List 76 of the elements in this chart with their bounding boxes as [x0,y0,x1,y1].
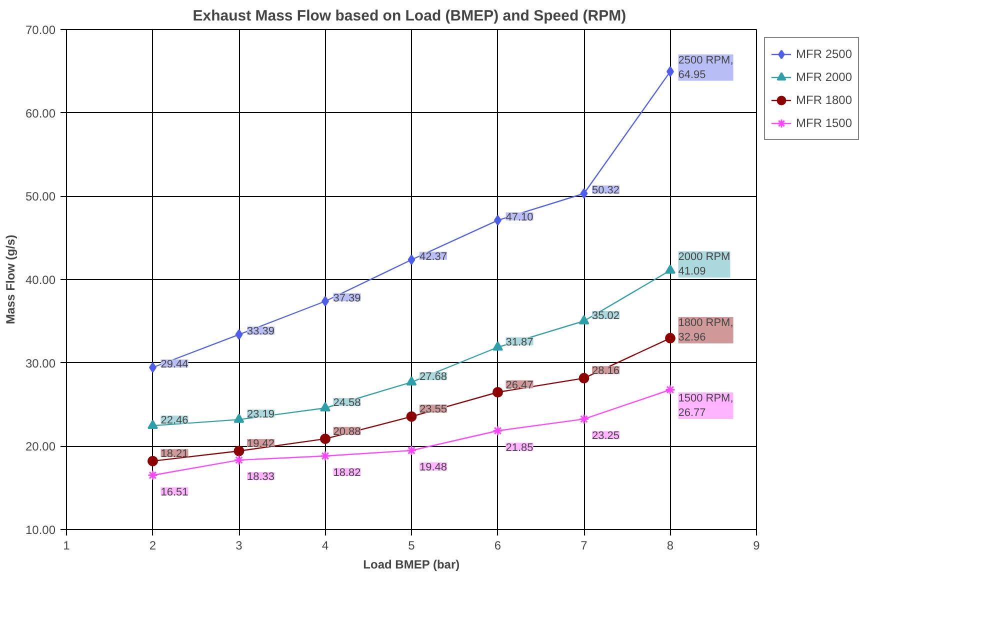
point [578,414,590,424]
data-label: 18.82 [333,467,361,479]
data-label: 31.87 [506,336,534,348]
point [320,434,330,444]
point [234,446,244,456]
data-label: 50.32 [592,184,620,196]
point [320,450,330,462]
data-label: 35.02 [592,310,620,322]
data-label: 22.46 [160,414,188,427]
point [148,420,158,430]
point [320,402,330,412]
point [406,376,417,386]
data-label: 1500 RPM, 26.77 [678,392,734,419]
data-label: 18.33 [247,471,275,484]
x-tick-label: 3 [236,538,243,552]
x-axis-title: Load BMEP (bar) [363,558,460,572]
data-label: 29.44 [160,358,188,370]
x-tick-label: 5 [408,538,416,552]
data-label: 47.10 [506,211,534,224]
y-tick-label: 10.00 [25,523,56,537]
point [234,414,244,423]
data-label: 23.25 [592,430,620,442]
data-label: 28.16 [592,365,620,378]
data-label: 37.39 [333,292,361,304]
legend-label: MFR 1800 [796,93,852,107]
point [406,411,417,422]
y-tick-label: 20.00 [25,440,56,454]
data-label: 2000 RPM 41.09 [678,251,730,278]
point [578,372,590,384]
y-axis-title: Mass Flow (g/s) [3,234,18,324]
data-label: 2500 RPM, 64.95 [678,54,734,81]
data-label: 18.21 [160,448,188,460]
y-tick-label: 50.00 [25,190,56,204]
point [492,387,503,398]
point [492,426,503,436]
data-label: 26.47 [506,379,534,392]
point [665,264,676,274]
data-label: 23.19 [247,408,275,421]
y-tick-label: 60.00 [25,106,56,120]
data-label: 16.51 [160,486,188,498]
y-tick-label: 30.00 [25,356,56,370]
data-label: 19.42 [247,438,275,450]
data-label: 33.39 [247,326,275,338]
x-tick-label: 4 [322,538,329,552]
point [322,296,329,306]
data-label: 42.37 [420,250,448,263]
point [580,188,588,199]
y-tick-label: 40.00 [25,273,56,287]
data-label: 1800 RPM, 32.96 [678,316,734,344]
x-tick-label: 8 [666,538,674,552]
x-tick-label: 9 [753,538,760,552]
chart-title: Exhaust Mass Flow based on Load (BMEP) and Speed (RPM) [192,8,626,24]
data-label: 24.58 [333,397,361,409]
data-label: 27.68 [420,371,448,384]
point [408,254,416,265]
y-tick-label: 70.00 [25,23,56,37]
x-tick-label: 1 [63,538,70,552]
data-label: 19.48 [420,462,448,474]
point [235,329,243,340]
point [578,315,590,324]
x-tick-label: 6 [494,538,502,552]
legend-label: MFR 2500 [796,47,852,61]
x-tick-label: 7 [580,538,588,552]
point [234,454,244,466]
point [148,470,158,480]
point [665,332,676,344]
point [148,456,158,466]
point [492,341,503,351]
point [665,384,676,395]
legend-label: MFR 1500 [796,116,852,130]
point [406,445,417,456]
x-tick-label: 2 [149,538,156,552]
data-label: 20.88 [333,426,361,438]
data-label: 23.55 [420,404,448,416]
legend-label: MFR 2000 [796,70,852,84]
data-label: 21.85 [506,442,534,454]
